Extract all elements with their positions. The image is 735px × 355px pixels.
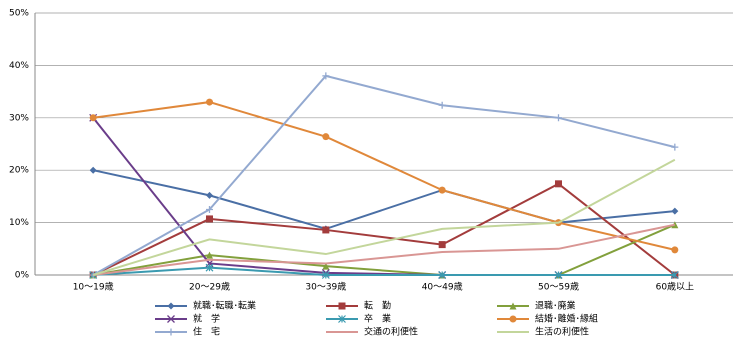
marker (206, 251, 213, 259)
legend-marker (167, 328, 175, 336)
legend-label: 就職･転職･転業 (193, 300, 256, 312)
series-line (93, 101, 676, 251)
marker (438, 101, 446, 109)
marker (555, 180, 562, 188)
series-line (93, 266, 675, 276)
legend-label: 交通の利便性 (364, 326, 418, 338)
y-tick-label: 40% (9, 61, 29, 71)
marker (322, 133, 330, 141)
y-tick-label: 10% (9, 218, 29, 228)
series-line (92, 158, 676, 276)
series-line (92, 169, 675, 230)
series-line (92, 182, 676, 276)
marker (322, 72, 330, 80)
legend-label: 住 宅 (193, 326, 220, 338)
marker (321, 271, 330, 279)
legend-label: 生活の利便性 (535, 326, 589, 338)
series-line (93, 223, 676, 276)
y-tick-label: 50% (9, 9, 29, 19)
series-line (92, 223, 676, 276)
x-tick-label: 50～59歳 (538, 281, 579, 293)
x-tick-label: 20～29歳 (189, 281, 230, 293)
marker (89, 166, 97, 174)
marker (206, 98, 213, 106)
legend-marker (509, 315, 517, 323)
legend-label: 結婚･離婚･縁組 (535, 313, 598, 325)
legend-label: 就 学 (193, 313, 220, 325)
legend-marker (167, 302, 175, 310)
marker (671, 246, 679, 254)
marker (322, 262, 330, 270)
legend-marker (167, 315, 175, 323)
marker (670, 271, 679, 279)
y-tick-label: 0% (15, 271, 30, 281)
marker (438, 241, 446, 249)
legend-label: 退職･廃業 (535, 300, 576, 312)
x-tick-label: 60歳以上 (656, 281, 694, 293)
legend-marker (338, 302, 346, 310)
marker (205, 263, 214, 272)
legend-label: 転 勤 (364, 300, 391, 312)
y-tick-label: 30% (9, 113, 29, 123)
y-tick-label: 20% (9, 166, 29, 176)
marker (206, 206, 213, 213)
marker (89, 114, 97, 122)
marker (206, 215, 213, 223)
marker (438, 271, 447, 279)
marker (554, 271, 563, 279)
x-tick-label: 40～49歳 (422, 281, 463, 293)
marker (206, 191, 213, 199)
marker (322, 226, 330, 234)
series-line (92, 74, 676, 276)
marker (555, 114, 562, 122)
x-tick-label: 10～19歳 (73, 281, 114, 293)
legend-marker (509, 302, 517, 310)
legend-marker (338, 315, 346, 323)
marker (671, 207, 679, 215)
marker (438, 186, 446, 194)
marker (671, 143, 679, 151)
legend-label: 卒 業 (364, 313, 391, 325)
x-tick-label: 30～39歳 (305, 281, 346, 293)
series-line (92, 117, 675, 276)
